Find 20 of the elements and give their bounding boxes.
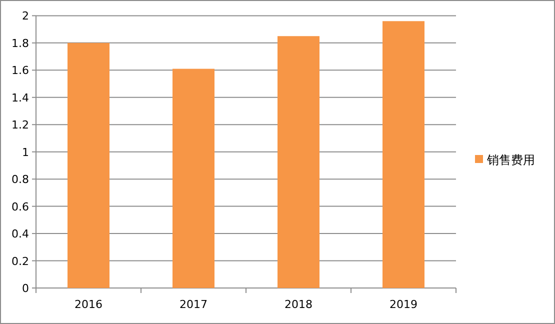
bar xyxy=(172,68,214,288)
y-tick-label: 2 xyxy=(22,10,29,23)
x-tick-label: 2018 xyxy=(284,298,312,311)
y-tick-label: 0.8 xyxy=(12,173,29,186)
bar xyxy=(278,36,320,288)
bar xyxy=(382,21,424,288)
x-tick-label: 2019 xyxy=(390,298,418,311)
x-tick-label: 2017 xyxy=(180,298,208,311)
y-tick-label: 0.4 xyxy=(12,228,29,241)
y-tick-label: 0.2 xyxy=(12,254,29,268)
y-tick-label: 1.2 xyxy=(12,118,29,132)
y-tick-label: 0.6 xyxy=(12,200,29,214)
legend-label: 销售费用 xyxy=(486,153,535,167)
y-tick-label: 1 xyxy=(22,146,29,159)
bar xyxy=(68,42,110,288)
y-tick-label: 1.8 xyxy=(12,36,29,50)
y-tick-label: 0 xyxy=(22,282,29,295)
y-tick-label: 1.6 xyxy=(12,64,29,78)
y-tick-label: 1.4 xyxy=(12,91,29,104)
x-tick-label: 2016 xyxy=(74,298,102,311)
